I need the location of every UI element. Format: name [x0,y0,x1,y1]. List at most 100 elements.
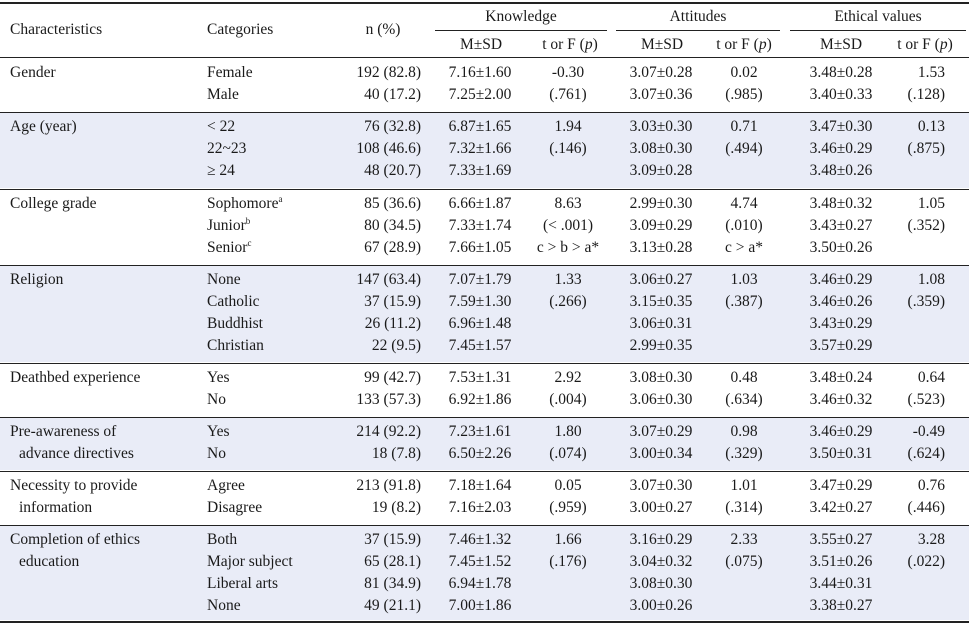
cell-knowledge-tf: (.959) [549,499,587,516]
cell-attitudes-tf: 4.74 [730,195,758,212]
cell-ethical-tf: (.446) [907,499,945,516]
cell-ethical-tf: (.875) [907,140,945,157]
category-label: Buddhist [207,315,263,332]
category-label: Yes [207,369,230,386]
group-label: Completion of ethics [10,531,141,548]
cell-knowledge-msd: 7.33±1.74 [448,217,512,234]
cell-knowledge-tf [525,160,611,182]
category-label: Yes [207,423,230,440]
category-label: Christian [207,337,264,354]
cell-attitudes-tf: 0.02 [730,64,758,81]
cell-attitudes-tf: 1.03 [730,271,758,288]
cell-knowledge-tf [525,573,611,595]
group-label: Deathbed experience [10,369,141,386]
header-knowledge-msd: M±SD [459,36,503,53]
cell-n: 37 (15.9) [364,293,421,310]
row-band [0,266,969,362]
cell-attitudes-tf [702,573,786,595]
group-label: College grade [10,195,97,212]
cell-ethical-msd: 3.47±0.29 [809,477,873,494]
cell-knowledge-msd: 7.07±1.79 [448,271,512,288]
top-rule [0,2,969,4]
cell-ethical-tf [880,160,945,182]
cell-n: 26 (11.2) [364,315,421,332]
header-characteristics: Characteristics [10,21,103,38]
cell-knowledge-msd: 7.46±1.32 [448,531,512,548]
cell-ethical-tf: 0.13 [917,118,945,135]
category-label: Major subject [207,553,293,570]
group-label: education [19,553,80,570]
cell-knowledge-tf: (.266) [549,293,587,310]
cell-knowledge-tf: (.004) [549,391,587,408]
cell-knowledge-tf: 2.92 [554,369,582,386]
cell-ethical-msd: 3.46±0.29 [809,423,873,440]
cell-attitudes-msd: 3.07±0.36 [629,86,693,103]
cell-attitudes-msd: 3.03±0.30 [629,118,693,135]
cell-knowledge-tf: -0.30 [551,64,585,81]
header-categories: Categories [207,21,274,38]
cell-attitudes-tf: 2.33 [730,531,758,548]
header-ethical-values: Ethical values [834,8,922,25]
bottom-rule [0,621,969,623]
cell-knowledge-tf: (.176) [549,553,587,570]
cell-knowledge-tf: 1.66 [554,531,582,548]
category-label: Both [207,531,238,548]
cell-attitudes-tf [702,313,786,335]
group-divider [0,525,969,526]
cell-attitudes-tf [702,335,786,357]
category-superscript: c [247,237,252,248]
cell-category: Disagree [207,497,262,519]
category-superscript: b [245,215,251,226]
category-label: 22~23 [207,140,247,157]
cell-ethical-msd: 3.50±0.26 [809,239,873,256]
cell-attitudes-msd: 3.06±0.27 [629,271,693,288]
cell-attitudes-msd: 2.99±0.35 [629,337,693,354]
cell-knowledge-tf: 1.33 [554,271,582,288]
cell-n: 49 (21.1) [364,597,421,614]
cell-attitudes-msd: 3.07±0.29 [629,423,693,440]
category-label: No [207,391,226,408]
cell-knowledge-tf [525,595,611,617]
cell-n: 65 (28.1) [364,553,421,570]
cell-knowledge-tf [525,313,611,335]
category-label: < 22 [207,118,236,135]
cell-attitudes-msd: 3.09±0.29 [629,217,693,234]
header-rule [0,57,969,59]
cell-ethical-msd: 3.51±0.26 [809,553,873,570]
cell-ethical-msd: 3.50±0.31 [809,445,873,462]
row-band [0,526,969,620]
cell-attitudes-tf: (.634) [725,391,763,408]
cell-n: 147 (63.4) [356,271,421,288]
cell-knowledge-tf: (.146) [549,140,587,157]
cell-knowledge-msd: 7.33±1.69 [448,162,512,179]
cell-n: 133 (57.3) [356,391,421,408]
cell-ethical-msd: 3.46±0.32 [809,391,873,408]
cell-attitudes-tf: (.075) [725,553,763,570]
category-label: ≥ 24 [207,162,235,179]
category-label: Disagree [207,499,263,516]
cell-knowledge-tf: (.761) [549,86,587,103]
cell-attitudes-tf: c > a* [724,239,763,256]
category-label: Catholic [207,293,260,310]
cell-ethical-msd: 3.57±0.29 [809,337,873,354]
cell-knowledge-msd: 7.59±1.30 [448,293,512,310]
cell-category: Female [207,62,253,84]
cell-attitudes-tf: (.494) [725,140,763,157]
category-label: Sophomore [207,195,279,212]
category-label: None [207,597,241,614]
cell-n: 22 (9.5) [371,337,421,354]
cell-category: ≥ 24 [207,160,235,182]
knowledge-underline [435,30,607,31]
cell-ethical-msd: 3.46±0.26 [809,293,873,310]
cell-n: 40 (17.2) [364,86,421,103]
cell-category: Seniorc [207,237,251,259]
cell-knowledge-msd: 6.50±2.26 [448,445,512,462]
cell-knowledge-msd: 6.66±1.87 [448,195,512,212]
cell-knowledge-tf: 1.80 [554,423,582,440]
cell-category: Christian [207,335,264,357]
header-attitudes: Attitudes [669,8,727,25]
header-knowledge: Knowledge [485,8,557,25]
cell-attitudes-msd: 3.08±0.30 [629,140,693,157]
group-label: Age (year) [10,118,77,135]
cell-attitudes-msd: 3.06±0.31 [629,315,693,332]
